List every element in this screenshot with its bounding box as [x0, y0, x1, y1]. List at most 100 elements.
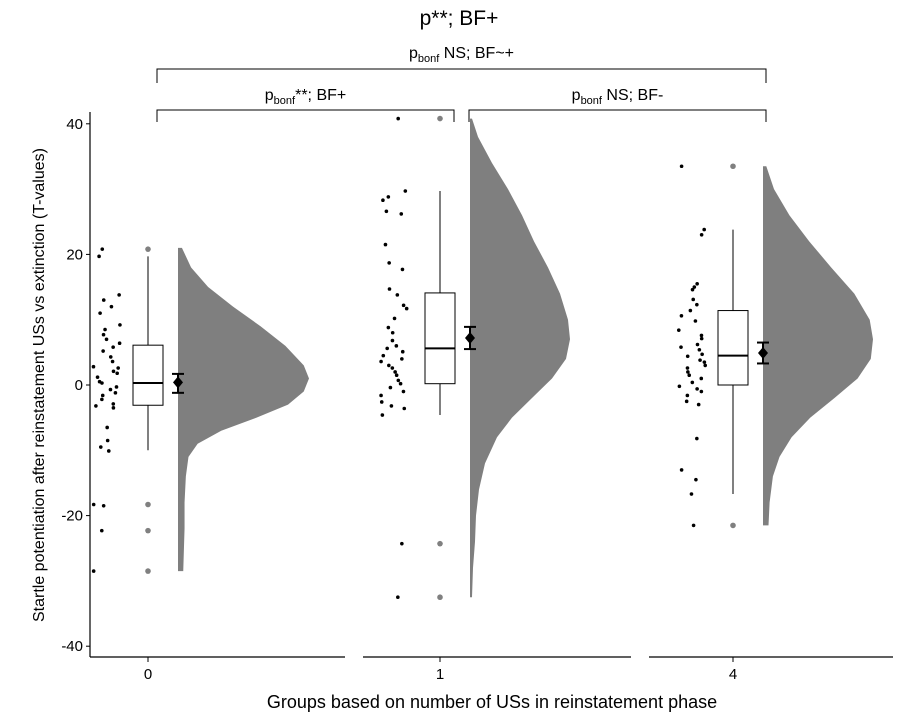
data-point [387, 287, 392, 291]
data-point [105, 438, 110, 443]
comparison-bracket [468, 109, 767, 122]
data-point [676, 328, 681, 332]
data-point [685, 366, 690, 370]
data-point [103, 327, 107, 332]
data-point [702, 360, 707, 364]
data-point [689, 492, 694, 496]
y-tick-label: 0 [75, 377, 83, 394]
data-point [688, 308, 693, 313]
comparison-label-rest: **; BF+ [295, 87, 346, 104]
box-iqr [132, 344, 164, 406]
data-point [395, 293, 400, 297]
data-point [404, 306, 409, 311]
comparison-label: pbonf NS; BF~+ [409, 45, 514, 65]
data-point [699, 376, 704, 381]
x-axis-label: Groups based on number of USs in reinsta… [267, 692, 717, 712]
data-point [692, 285, 697, 289]
data-point [109, 304, 114, 309]
outlier-point [437, 540, 443, 547]
data-point [386, 195, 391, 199]
data-point [99, 528, 104, 533]
outlier-point [145, 568, 151, 574]
data-point [684, 399, 689, 404]
data-point [384, 209, 389, 214]
data-point [108, 387, 113, 392]
data-point [400, 357, 404, 361]
outlier-point [145, 501, 151, 508]
group-1 [379, 115, 570, 601]
data-point [379, 393, 383, 398]
data-point [105, 425, 109, 430]
data-point [698, 358, 702, 362]
data-point [95, 375, 100, 379]
comparison-label-subscript: bonf [274, 95, 296, 107]
data-point [396, 116, 400, 121]
data-point [685, 354, 690, 359]
data-point [100, 393, 105, 398]
y-tick-label: -40 [61, 638, 83, 655]
data-point [401, 303, 406, 308]
data-point [101, 349, 105, 353]
data-point [91, 502, 96, 507]
data-point [387, 363, 391, 368]
mean-marker [465, 331, 475, 344]
comparison-label-main: p [572, 87, 581, 104]
data-point [381, 198, 385, 203]
data-point [386, 325, 391, 330]
comparison-label: pbonf NS; BF- [572, 87, 664, 107]
data-point [700, 352, 704, 357]
data-point [703, 363, 708, 368]
data-point [695, 302, 699, 307]
comparison-label-main: p [409, 45, 418, 62]
data-point [390, 330, 395, 335]
data-point [111, 369, 116, 374]
data-point [394, 373, 399, 378]
comparison-bracket [156, 109, 455, 122]
comparison-label: pbonf**; BF+ [265, 87, 346, 107]
data-point [699, 333, 704, 338]
comparison-label-main: p [265, 87, 274, 104]
x-tick-label: 1 [436, 666, 444, 683]
mean-marker [758, 347, 768, 360]
chart-title: p**; BF+ [420, 7, 499, 30]
data-point [379, 359, 383, 364]
plot-area [91, 115, 873, 601]
data-point [693, 319, 698, 323]
group-0 [91, 246, 309, 574]
data-point [695, 281, 699, 286]
data-point [101, 504, 106, 508]
data-point [117, 293, 121, 297]
y-axis-label: Startle potentiation after reinstatement… [31, 148, 48, 622]
outlier-point [730, 522, 736, 529]
data-point [98, 311, 102, 315]
data-point [387, 261, 391, 265]
outlier-point [437, 115, 443, 122]
data-point [111, 345, 115, 349]
data-point [380, 413, 385, 417]
data-point [381, 353, 386, 358]
data-point [106, 449, 111, 453]
data-point [113, 391, 118, 395]
data-point [690, 380, 695, 385]
data-point [101, 332, 106, 337]
data-point [696, 402, 701, 407]
data-point [114, 385, 119, 389]
comparison-label-subscript: bonf [418, 53, 440, 65]
data-point [402, 406, 407, 411]
outlier-point [730, 163, 736, 170]
data-point [111, 406, 116, 410]
data-point [690, 287, 695, 292]
data-point [390, 338, 395, 343]
data-point [118, 323, 122, 327]
data-point [699, 233, 704, 237]
outlier-point [437, 594, 443, 601]
comparison-1-4: pbonf NS; BF- [468, 87, 767, 122]
data-point [403, 189, 408, 193]
data-point [98, 445, 103, 449]
data-point [679, 313, 684, 318]
density-cloud [763, 166, 873, 526]
box-iqr [424, 292, 456, 385]
data-point [401, 389, 406, 394]
comparison-0-4: pbonf NS; BF~+ [156, 45, 767, 83]
